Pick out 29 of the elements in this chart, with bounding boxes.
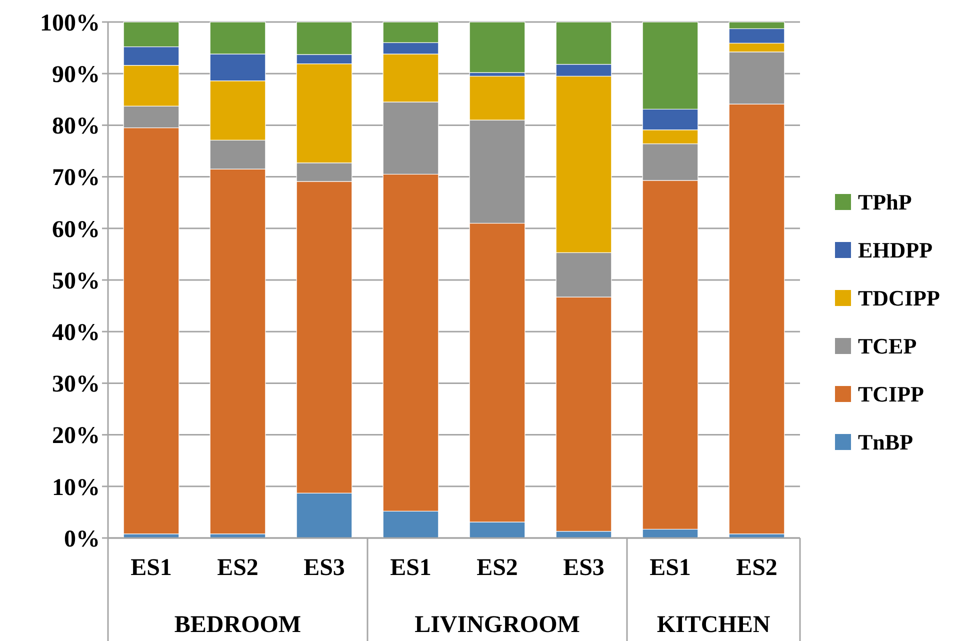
y-tick-label: 0% bbox=[64, 526, 100, 552]
y-tick-label: 50% bbox=[52, 268, 100, 294]
y-tick-label: 80% bbox=[52, 114, 100, 140]
text: BEDROOM bbox=[174, 612, 302, 638]
x-tick-label: ES3 bbox=[563, 555, 604, 581]
x-tick-label: ES3 bbox=[304, 555, 345, 581]
y-tick-label: 100% bbox=[40, 10, 100, 36]
legend-label: TPhP bbox=[858, 190, 912, 215]
bar bbox=[469, 22, 526, 73]
text: TCIPP bbox=[858, 382, 924, 407]
legend-label: TCEP bbox=[858, 334, 917, 359]
legend-label: EHDPP bbox=[858, 238, 933, 263]
text: LIVINGROOM bbox=[414, 612, 580, 638]
y-tick-label: 30% bbox=[52, 372, 100, 398]
legend-label: TnBP bbox=[858, 430, 914, 455]
y-tick-label: 90% bbox=[52, 62, 100, 88]
y-tick-label: 20% bbox=[52, 423, 100, 450]
y-tick-label: 10% bbox=[52, 474, 100, 501]
x-tick-label: ES2 bbox=[476, 555, 518, 581]
x-tick-label: ES1 bbox=[650, 555, 691, 581]
y-tick-label: 70% bbox=[52, 165, 100, 192]
y-tick-label: 60% bbox=[52, 216, 100, 243]
x-tick-label: ES1 bbox=[390, 555, 432, 581]
x-tick-label: ES2 bbox=[217, 555, 258, 581]
y-tick-label: 40% bbox=[52, 320, 100, 346]
x-tick-label: ES2 bbox=[736, 555, 778, 581]
text: KITCHEN bbox=[656, 612, 771, 638]
legend-label: TDCIPP bbox=[858, 286, 940, 311]
x-tick-label: ES1 bbox=[130, 555, 172, 581]
